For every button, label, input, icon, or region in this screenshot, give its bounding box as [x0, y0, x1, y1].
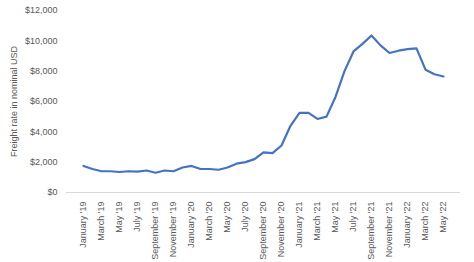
svg-text:September '19: September '19: [150, 202, 160, 260]
svg-text:November '21: November '21: [384, 202, 394, 258]
svg-text:May '22: May '22: [438, 202, 448, 233]
svg-text:May '20: May '20: [222, 202, 232, 233]
svg-text:September '21: September '21: [366, 202, 376, 260]
svg-text:May '21: May '21: [330, 202, 340, 233]
svg-text:July '21: July '21: [348, 202, 358, 232]
svg-text:November '20: November '20: [276, 202, 286, 258]
svg-text:Freight rate in nominal USD: Freight rate in nominal USD: [9, 45, 19, 157]
svg-text:$0: $0: [47, 187, 57, 197]
svg-text:January '20: January '20: [186, 202, 196, 248]
svg-text:January '19: January '19: [78, 202, 88, 248]
svg-text:$6,000: $6,000: [30, 96, 58, 106]
svg-text:March '21: March '21: [312, 202, 322, 241]
svg-text:$2,000: $2,000: [30, 157, 58, 167]
svg-text:$10,000: $10,000: [25, 36, 58, 46]
svg-text:May '19: May '19: [114, 202, 124, 233]
svg-text:January '22: January '22: [402, 202, 412, 248]
svg-text:$12,000: $12,000: [25, 5, 58, 15]
svg-text:March '19: March '19: [96, 202, 106, 241]
svg-text:January '21: January '21: [294, 202, 304, 248]
svg-text:July '20: July '20: [240, 202, 250, 232]
svg-text:$4,000: $4,000: [30, 127, 58, 137]
svg-text:July '19: July '19: [132, 202, 142, 232]
svg-text:March '22: March '22: [420, 202, 430, 241]
svg-text:November '19: November '19: [168, 202, 178, 258]
svg-text:September '20: September '20: [258, 202, 268, 260]
svg-text:March '20: March '20: [204, 202, 214, 241]
svg-text:$8,000: $8,000: [30, 66, 58, 76]
